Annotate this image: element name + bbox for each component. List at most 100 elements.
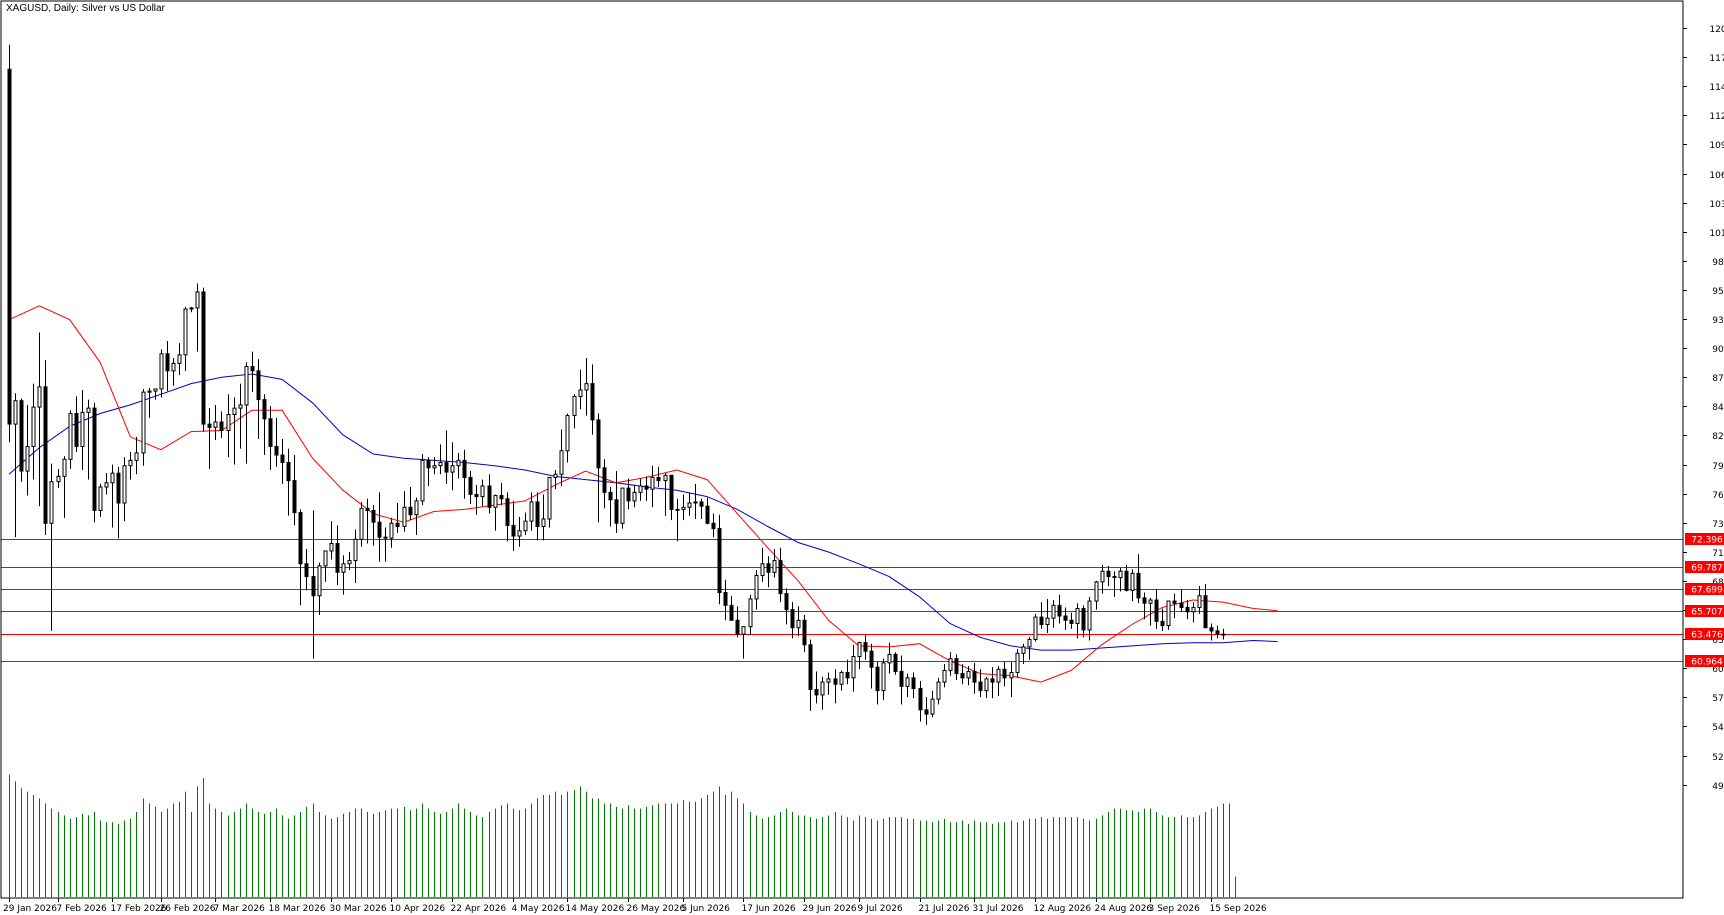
candle-body	[717, 528, 722, 594]
candle-body	[954, 658, 959, 675]
candle-body	[857, 642, 862, 658]
candle	[450, 442, 455, 491]
candle	[820, 676, 825, 710]
candle-body	[650, 476, 655, 490]
candle	[147, 387, 152, 418]
candle	[207, 408, 212, 469]
candle	[13, 393, 18, 538]
candle-body	[1112, 576, 1117, 579]
candle-body	[1197, 595, 1202, 608]
candle-body	[614, 499, 619, 524]
candles	[7, 44, 1226, 725]
candle	[1166, 600, 1171, 630]
x-tick-label: 29 Jan 2026	[3, 904, 57, 914]
y-tick-label: 76.680	[1712, 491, 1724, 501]
candle-body	[1136, 572, 1141, 599]
candle-body	[1094, 581, 1099, 602]
candle-body	[1039, 616, 1044, 626]
candle	[1185, 600, 1190, 620]
level-label-bg	[1685, 628, 1724, 640]
candle	[1015, 649, 1020, 678]
candle	[1069, 612, 1074, 629]
candle	[359, 501, 364, 547]
moving-averages	[8, 305, 1278, 683]
candle	[280, 439, 285, 484]
x-tick-label: 15 Sep 2026	[1210, 904, 1267, 914]
candle-body	[535, 501, 540, 527]
y-tick-label: 106.710	[1709, 171, 1724, 181]
candle-body	[669, 474, 674, 510]
x-tick-label: 9 Jul 2026	[858, 904, 903, 914]
candle-body	[219, 421, 224, 432]
candle	[19, 398, 24, 482]
candle-body	[572, 395, 577, 417]
candle	[80, 390, 85, 470]
candle	[942, 663, 947, 688]
candle-body	[1015, 652, 1020, 674]
candle-body	[341, 563, 346, 573]
plot-frame	[0, 0, 1684, 899]
candle	[432, 457, 437, 475]
candle-body	[274, 446, 279, 456]
candle	[881, 658, 886, 701]
candle	[614, 471, 619, 533]
x-tick-label: 10 Apr 2026	[390, 904, 446, 914]
candle-body	[183, 308, 188, 356]
candle	[984, 676, 989, 699]
candle	[414, 497, 419, 535]
candle	[693, 483, 698, 519]
candle	[899, 655, 904, 705]
candle	[1033, 613, 1038, 642]
candle-body	[104, 482, 109, 488]
candle-body	[177, 354, 182, 364]
candle	[189, 306, 194, 313]
candle	[778, 547, 783, 603]
candle	[1075, 603, 1080, 639]
candle-body	[116, 472, 121, 504]
candle	[754, 570, 759, 610]
candle-body	[1100, 570, 1105, 583]
candle-body	[165, 353, 170, 372]
candle-body	[608, 491, 613, 501]
candle	[171, 358, 176, 386]
y-tick-label: 71.220	[1712, 549, 1724, 559]
candle-body	[134, 452, 139, 461]
candle	[705, 497, 710, 525]
candle	[1221, 628, 1226, 640]
candle-body	[80, 411, 85, 448]
candle	[165, 340, 170, 392]
y-tick-label: 117.630	[1709, 54, 1724, 64]
candle-body	[13, 400, 18, 425]
candle	[578, 369, 583, 410]
x-tick-label: 31 Jul 2026	[973, 904, 1024, 914]
candle	[219, 411, 224, 438]
candle	[1136, 554, 1141, 604]
candle	[25, 404, 30, 496]
candle-body	[820, 681, 825, 696]
candle	[468, 471, 473, 505]
candle-body	[644, 485, 649, 490]
candle	[1209, 623, 1214, 641]
candle-body	[905, 677, 910, 687]
candle-body	[395, 522, 400, 527]
candle-body	[1063, 615, 1068, 621]
y-tick-label: 52.110	[1712, 753, 1724, 763]
candle	[213, 404, 218, 441]
candle-body	[1191, 606, 1196, 613]
candle	[905, 673, 910, 698]
candle	[317, 562, 322, 615]
candle-body	[663, 474, 668, 482]
candle	[1124, 564, 1129, 592]
candle-body	[1045, 617, 1050, 626]
candle	[153, 388, 158, 400]
candle-body	[1033, 616, 1038, 640]
candle	[948, 652, 953, 676]
candle	[638, 478, 643, 501]
candle	[869, 643, 874, 689]
candle-body	[547, 476, 552, 520]
candle	[1063, 607, 1068, 630]
level-label-bg	[1685, 533, 1724, 545]
y-tick-label: 98.520	[1712, 258, 1724, 268]
candle	[408, 487, 413, 521]
candle	[493, 494, 498, 531]
